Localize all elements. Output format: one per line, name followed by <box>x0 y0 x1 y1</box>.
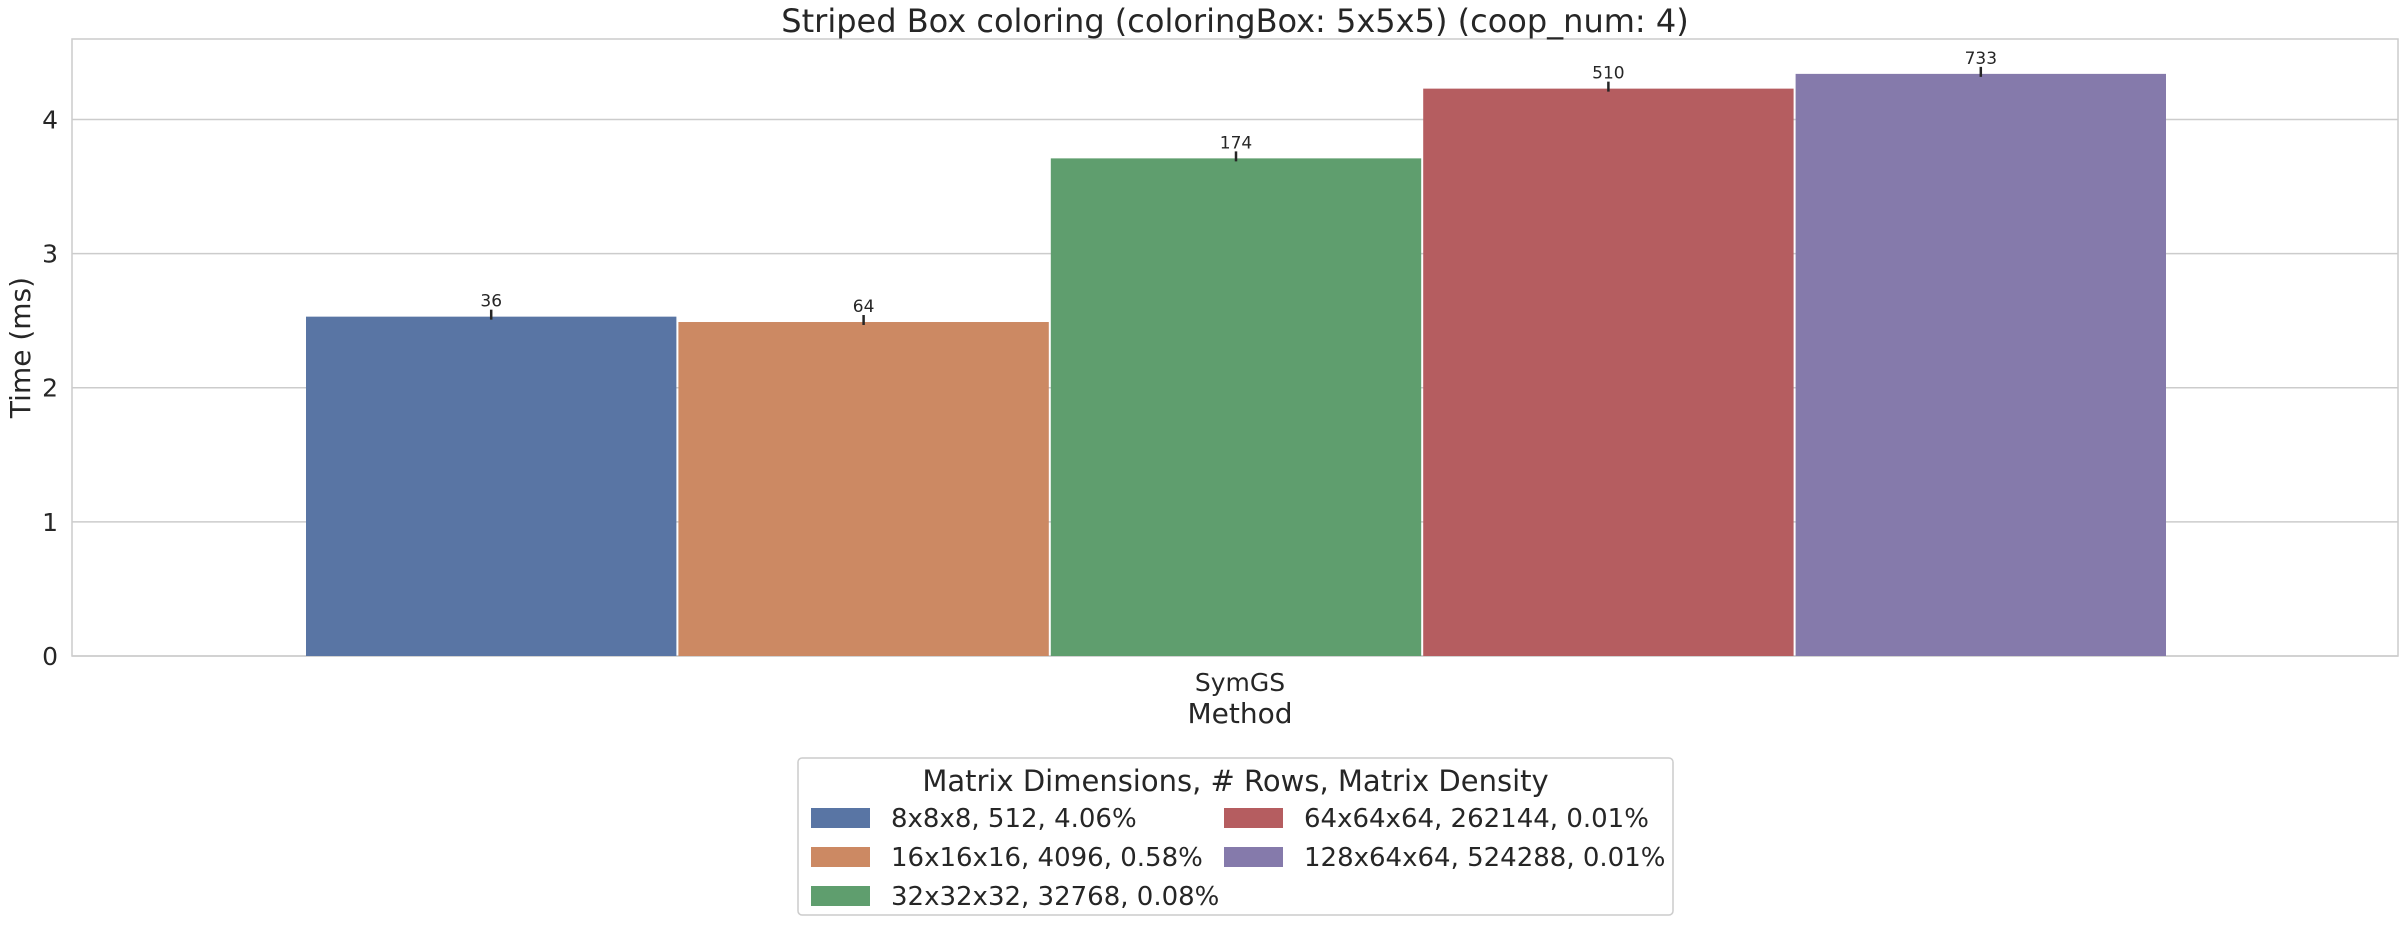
legend-label: 8x8x8, 512, 4.06% <box>891 804 1137 834</box>
data-labels: 36 64 174 510 733 <box>480 49 1997 317</box>
legend-item: 64x64x64, 262144, 0.01% <box>1224 804 1649 834</box>
legend-title: Matrix Dimensions, # Rows, Matrix Densit… <box>922 764 1548 798</box>
bar-data-label: 733 <box>1965 49 1997 69</box>
legend-label: 128x64x64, 524288, 0.01% <box>1304 843 1665 873</box>
bar <box>1795 73 2166 657</box>
x-axis-label: Method <box>1187 697 1292 730</box>
bar-data-label: 36 <box>480 292 502 312</box>
y-axis-ticks: 0 1 2 3 4 <box>42 105 58 671</box>
legend-swatch <box>811 808 870 828</box>
y-axis-label: Time (ms) <box>4 277 37 419</box>
legend-item: 128x64x64, 524288, 0.01% <box>1224 843 1665 873</box>
legend-label: 64x64x64, 262144, 0.01% <box>1304 804 1649 834</box>
bar <box>1423 88 1794 657</box>
legend: Matrix Dimensions, # Rows, Matrix Densit… <box>797 757 1674 916</box>
legend-items: 8x8x8, 512, 4.06% 16x16x16, 4096, 0.58% 32… <box>811 804 1665 912</box>
bar <box>678 322 1049 656</box>
legend-swatch <box>811 886 870 906</box>
x-axis-ticks: SymGS <box>1195 668 1285 697</box>
legend-item: 8x8x8, 512, 4.06% <box>811 804 1137 834</box>
bar-data-label: 174 <box>1220 133 1252 153</box>
y-tick-label: 2 <box>42 374 58 403</box>
bar-data-label: 510 <box>1592 64 1624 84</box>
bar <box>1050 158 1422 656</box>
legend-box <box>797 757 1674 916</box>
y-tick-label: 1 <box>42 508 58 537</box>
bar <box>306 316 677 656</box>
x-tick-label: SymGS <box>1195 668 1285 697</box>
legend-label: 32x32x32, 32768, 0.08% <box>891 882 1219 912</box>
bars <box>306 66 2166 657</box>
legend-swatch <box>1224 847 1283 867</box>
legend-swatch <box>811 847 870 867</box>
chart-title: Striped Box coloring (coloringBox: 5x5x5… <box>781 2 1688 40</box>
y-tick-label: 4 <box>42 105 58 134</box>
legend-item: 16x16x16, 4096, 0.58% <box>811 843 1203 873</box>
y-tick-label: 0 <box>42 642 58 671</box>
legend-swatch <box>1224 808 1283 828</box>
legend-item: 32x32x32, 32768, 0.08% <box>811 882 1219 912</box>
y-tick-label: 3 <box>42 240 58 269</box>
bar-data-label: 64 <box>853 297 875 317</box>
legend-label: 16x16x16, 4096, 0.58% <box>891 843 1203 873</box>
